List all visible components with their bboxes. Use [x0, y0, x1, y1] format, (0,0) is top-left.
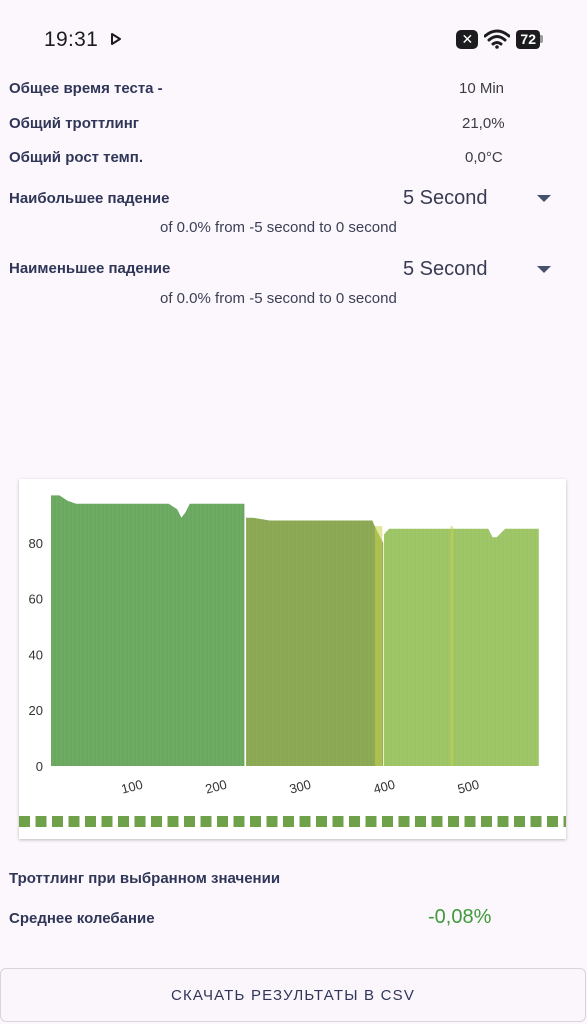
- chevron-down-icon: [537, 194, 551, 202]
- chart-indicator-dash: [233, 816, 245, 827]
- chart-indicator-dash: [349, 816, 360, 827]
- avg-fluctuation-value: -0,08%: [428, 906, 492, 928]
- largest-drop-dropdown-value: 5 Second: [403, 186, 488, 209]
- throttling-label: Общий троттлинг: [9, 115, 140, 132]
- chart-series-segment: [384, 528, 539, 766]
- chart-indicator-dash: [316, 816, 327, 827]
- chart-indicator-dash: [19, 816, 30, 827]
- chart-x-tick-label: 200: [204, 777, 229, 797]
- chart-indicator-dash: [250, 816, 261, 827]
- chart-indicator-dash: [35, 816, 47, 827]
- chart-indicator-dash: [217, 816, 228, 827]
- chart-y-tick-label: 40: [29, 647, 43, 662]
- chart-indicator-dash: [497, 816, 509, 827]
- play-icon: [111, 33, 121, 45]
- largest-drop-dropdown[interactable]: 5 Second: [403, 183, 563, 213]
- chart-indicator-dash: [365, 816, 377, 827]
- chart-indicator-dash: [266, 816, 278, 827]
- smallest-drop-dropdown-value: 5 Second: [403, 257, 488, 280]
- smallest-drop-detail: of 0.0% from -5 second to 0 second: [160, 290, 397, 307]
- chart-indicator-dash: [547, 816, 558, 827]
- status-icons: ✕ 72: [456, 29, 543, 49]
- chart-x-tick-label: 500: [456, 777, 481, 797]
- chart-x-tick-label: 300: [288, 777, 313, 797]
- chart-indicator-dash: [415, 816, 426, 827]
- chart-indicator-dash: [448, 816, 459, 827]
- chart-accent-bar: [374, 526, 383, 766]
- chart-indicator-dash: [134, 816, 146, 827]
- chevron-down-icon: [537, 265, 551, 273]
- chart-indicator-dash: [101, 816, 113, 827]
- chart-indicator-dash: [481, 816, 492, 827]
- status-time: 19:31: [44, 28, 99, 51]
- chart-indicator-dash: [332, 816, 344, 827]
- chart-canvas[interactable]: 0 20 40 60 80 100 200 300 400 500: [19, 479, 566, 839]
- selected-value-title: Троттлинг при выбранном значении: [9, 870, 281, 887]
- avg-fluctuation-label: Среднее колебание: [9, 910, 155, 927]
- smallest-drop-dropdown[interactable]: 5 Second: [403, 254, 563, 284]
- temp-growth-label: Общий рост темп.: [9, 149, 143, 166]
- chart-indicator-dash: [200, 816, 212, 827]
- largest-drop-detail: of 0.0% from -5 second to 0 second: [160, 219, 397, 236]
- wifi-icon: [484, 29, 511, 49]
- chart-indicator-dash: [184, 816, 195, 827]
- total-time-value: 10 Min: [459, 80, 505, 97]
- chart-x-tick-label: 100: [120, 777, 145, 797]
- x-badge-icon: ✕: [456, 29, 479, 49]
- chart-indicator-dash: [530, 816, 542, 827]
- chart-indicator-dash: [85, 816, 96, 827]
- chart-indicator-dash: [151, 816, 162, 827]
- chart-y-tick-label: 60: [29, 592, 43, 607]
- chart-indicator-dash: [514, 816, 525, 827]
- download-csv-button[interactable]: СКАЧАТЬ РЕЗУЛЬТАТЫ В CSV: [0, 968, 586, 1022]
- chart-indicator-dash: [68, 816, 80, 827]
- chart-indicator-dash: [299, 816, 311, 827]
- battery-level: 72: [516, 29, 540, 49]
- chart-series-segment: [51, 495, 245, 766]
- chart-indicator-dash: [563, 816, 566, 827]
- chart-accent-bar: [450, 526, 454, 766]
- battery-icon: 72: [516, 29, 543, 49]
- chart-y-tick-label: 20: [29, 703, 43, 718]
- chart-indicator-dash: [283, 816, 294, 827]
- throttling-value: 21,0%: [462, 115, 505, 132]
- chart-indicator-dash: [398, 816, 410, 827]
- chart-indicator-dash: [167, 816, 179, 827]
- chart-indicator-dash: [431, 816, 443, 827]
- temp-growth-value: 0,0°C: [465, 149, 503, 166]
- chart-indicator-dash: [382, 816, 393, 827]
- chart-series-segment: [246, 517, 384, 766]
- chart-y-tick-label: 80: [29, 536, 43, 551]
- smallest-drop-label: Наименьшее падение: [9, 260, 171, 277]
- chart-indicator-dash: [52, 816, 63, 827]
- status-bar: 19:31 ✕ 72: [0, 0, 587, 80]
- chart-x-tick-label: 400: [372, 777, 397, 797]
- chart-y-tick-label: 0: [36, 759, 43, 774]
- chart-indicator-dash: [118, 816, 129, 827]
- largest-drop-label: Наибольшее падение: [9, 190, 170, 207]
- chart-indicator-dash: [464, 816, 476, 827]
- total-time-label: Общее время теста -: [9, 80, 163, 97]
- throttling-chart[interactable]: 0 20 40 60 80 100 200 300 400 500: [19, 479, 566, 839]
